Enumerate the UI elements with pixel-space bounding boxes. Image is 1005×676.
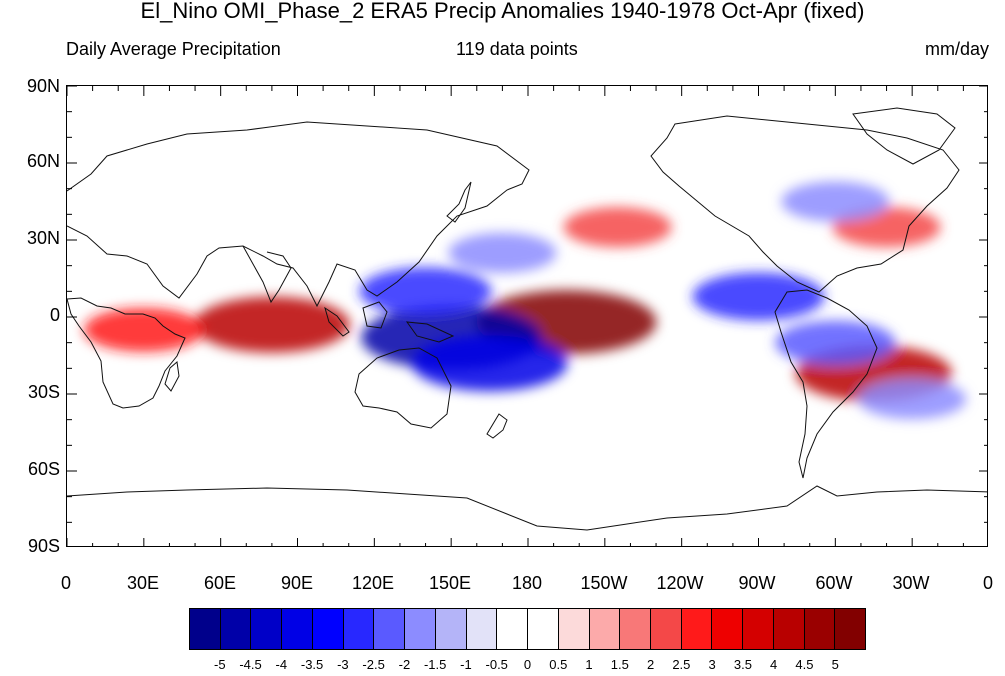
colorbar-swatch [528, 609, 559, 649]
anomaly-field [83, 181, 967, 420]
lon-label-0-east: 0 [982, 573, 994, 593]
anomaly-north-atlantic-dry [781, 181, 890, 222]
colorbar-swatch [589, 609, 621, 649]
anomaly-south-atlantic-dry [858, 379, 967, 420]
colorbar-label: 5 [831, 657, 839, 672]
north-america-coast [650, 115, 960, 293]
colorbar-swatch [312, 609, 344, 649]
lon-label-0: 0 [60, 573, 72, 593]
axis-ticks [67, 86, 987, 546]
figure-title: El_Nino OMI_Phase_2 ERA5 Precip Anomalie… [140, 0, 865, 23]
anomaly-amazon-dry [775, 320, 896, 365]
map-canvas [67, 86, 987, 546]
japan-coast [446, 181, 472, 223]
colorbar-label: 2 [646, 657, 655, 672]
colorbar [189, 608, 866, 650]
colorbar-swatch [435, 609, 467, 649]
colorbar-label: -1 [460, 657, 472, 672]
precip-anomaly-map [66, 85, 988, 547]
lon-label-60w: 60W [815, 573, 853, 593]
eurasia-coast [67, 121, 530, 308]
lat-label-60s: 60S [27, 459, 60, 479]
coastlines [67, 107, 987, 531]
lon-label-30w: 30W [892, 573, 930, 593]
new-guinea-coast [405, 321, 455, 343]
colorbar-label: 3.5 [733, 657, 752, 672]
colorbar-swatch [282, 609, 313, 649]
colorbar-swatch [743, 609, 774, 649]
colorbar-label: 1 [585, 657, 593, 672]
lon-label-180: 180 [511, 573, 543, 593]
colorbar-swatch [681, 609, 713, 649]
anomaly-south-pacific-dry [411, 335, 568, 392]
anomaly-east-pacific-dry [692, 272, 825, 321]
units-label: mm/day [924, 39, 989, 59]
lon-label-120w: 120W [656, 573, 704, 593]
colorbar-swatch [405, 609, 436, 649]
anomaly-indian-ocean-wet [193, 296, 350, 353]
lon-label-150w: 150W [580, 573, 628, 593]
colorbar-label: -4 [275, 657, 288, 672]
lat-label-eq: 0 [49, 305, 60, 325]
colorbar-label: -3.5 [300, 657, 324, 672]
antarctica-coast [67, 485, 987, 531]
colorbar-label: 0.5 [549, 657, 568, 672]
lon-label-60e: 60E [203, 573, 237, 593]
variable-label: Daily Average Precipitation [66, 39, 281, 59]
australia-coast [354, 347, 452, 429]
colorbar-label: -1.5 [423, 657, 447, 672]
colorbar-label: -3 [337, 657, 349, 672]
new-zealand-coast [486, 413, 508, 439]
colorbar-swatch [620, 609, 652, 649]
borneo-coast [362, 301, 388, 329]
colorbar-label: -4.5 [239, 657, 262, 672]
colorbar-label: 2.5 [672, 657, 691, 672]
colorbar-label: 1.5 [610, 657, 629, 672]
colorbar-swatch [773, 609, 805, 649]
colorbar-swatch [835, 609, 866, 649]
lat-label-90n: 90N [26, 76, 60, 96]
lat-label-60n: 60N [26, 151, 60, 171]
colorbar-swatch [712, 609, 744, 649]
lon-label-90w: 90W [738, 573, 776, 593]
colorbar-label: 4.5 [795, 657, 814, 672]
colorbar-swatch [804, 609, 836, 649]
lon-label-120e: 120E [351, 573, 395, 593]
colorbar-swatch [651, 609, 682, 649]
anomaly-north-pacific-dry [448, 232, 557, 273]
colorbar-swatch [251, 609, 283, 649]
lon-label-150e: 150E [428, 573, 472, 593]
anomaly-northeast-pacific-wet [563, 207, 672, 248]
colorbar-label: 3 [708, 657, 716, 672]
sumatra-coast [324, 306, 350, 337]
lat-label-30n: 30N [26, 228, 60, 248]
greenland-coast [852, 107, 956, 165]
colorbar-swatch [190, 609, 221, 649]
colorbar-label: -2.5 [362, 657, 385, 672]
colorbar-label: 0 [523, 657, 532, 672]
colorbar-swatch [374, 609, 406, 649]
colorbar-swatch [343, 609, 375, 649]
south-america-coast [774, 289, 878, 479]
lat-label-30s: 30S [27, 382, 60, 402]
colorbar-swatch [466, 609, 498, 649]
anomaly-africa-wet [83, 307, 204, 352]
anomaly-west-pacific-dry [359, 267, 492, 316]
lon-label-30e: 30E [126, 573, 160, 593]
colorbar-swatch [558, 609, 590, 649]
colorbar-swatch [220, 609, 252, 649]
madagascar-coast [164, 361, 180, 392]
colorbar-label: -0.5 [485, 657, 508, 672]
lat-label-90s: 90S [27, 536, 60, 556]
africa-coast [67, 297, 186, 409]
colorbar-label: -2 [398, 657, 411, 672]
colorbar-swatch [497, 609, 529, 649]
colorbar-label: 4 [770, 657, 778, 672]
lon-label-90e: 90E [280, 573, 314, 593]
india-coast [242, 245, 292, 304]
data-points-label: 119 data points [456, 39, 578, 59]
colorbar-label: -5 [213, 657, 226, 672]
